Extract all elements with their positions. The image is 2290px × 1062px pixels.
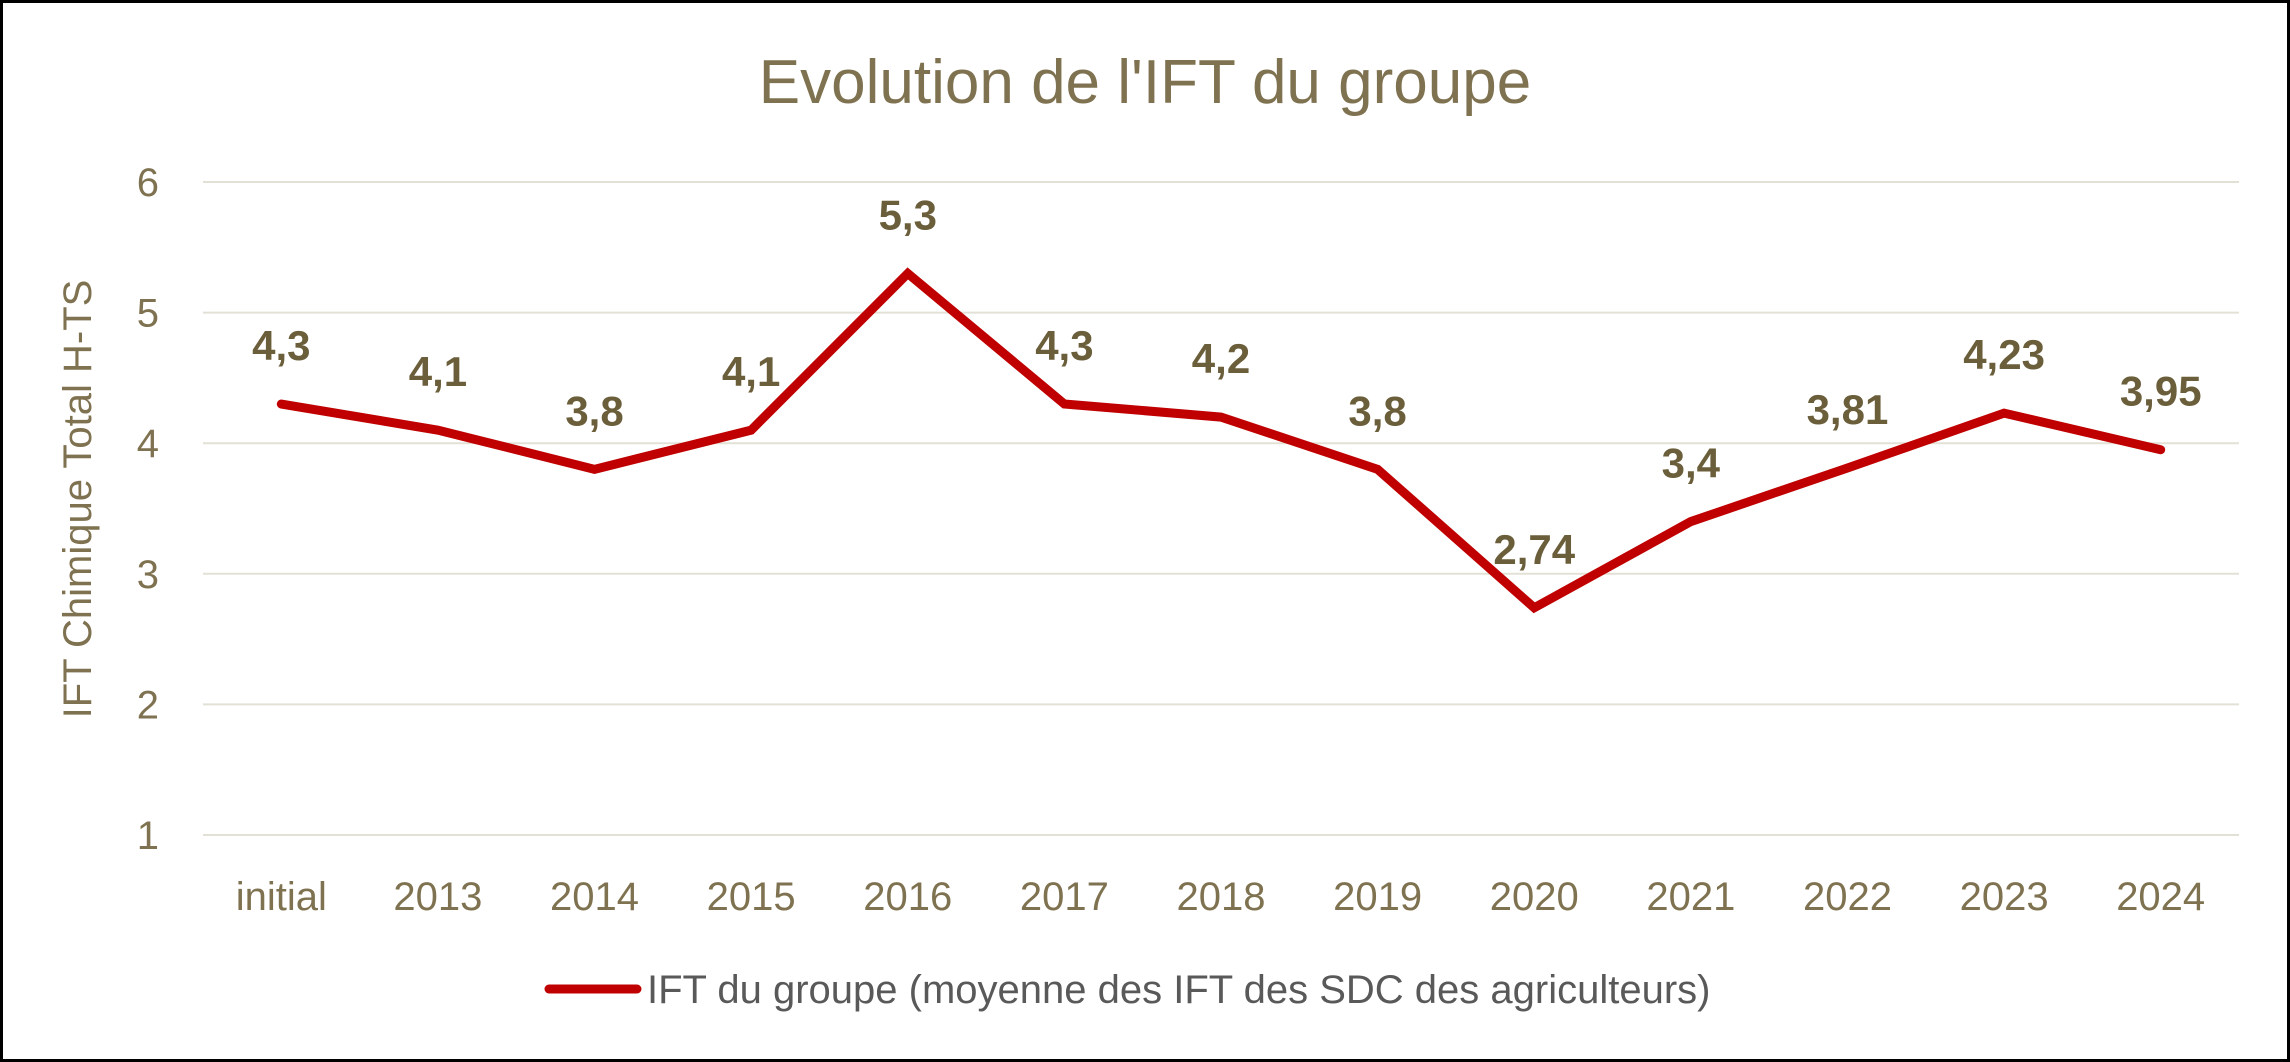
- x-tick-label: 2019: [1333, 875, 1422, 919]
- x-tick-label: 2021: [1646, 875, 1735, 919]
- data-label: 4,3: [1035, 322, 1093, 369]
- x-tick-label: 2022: [1803, 875, 1892, 919]
- legend-label: IFT du groupe (moyenne des IFT des SDC d…: [647, 968, 1710, 1012]
- y-tick-label: 3: [137, 553, 159, 597]
- y-tick-label: 5: [137, 292, 159, 336]
- data-label: 5,3: [879, 191, 937, 238]
- data-label: 3,81: [1807, 386, 1889, 433]
- x-tick-label: 2020: [1490, 875, 1579, 919]
- y-tick-label: 1: [137, 814, 159, 858]
- data-label: 3,8: [565, 387, 623, 434]
- data-label: 3,95: [2120, 368, 2202, 415]
- data-label: 4,3: [252, 322, 310, 369]
- x-axis-ticks: initial 2013 2014 2015 2016 2017 2018 2019 2020 2…: [236, 875, 2205, 919]
- y-axis-label: IFT Chimique Total H-TS: [56, 280, 100, 719]
- series-layer: [276, 267, 2166, 614]
- data-label: 4,1: [722, 348, 780, 395]
- x-tick-label: 2013: [393, 875, 482, 919]
- y-tick-label: 6: [137, 161, 159, 205]
- x-tick-label: initial: [236, 875, 327, 919]
- y-axis-ticks: 1 2 3 4 5 6: [137, 161, 159, 858]
- x-tick-label: 2024: [2116, 875, 2205, 919]
- data-label: 4,23: [1963, 331, 2045, 378]
- data-labels: 4,3 4,1 3,8 4,1 5,3 4,3 4,2 3,8 2,74 3,4 3,81 4,23 3…: [252, 191, 2201, 572]
- series-line: [276, 267, 2166, 614]
- line-chart: Evolution de l'IFT du groupe 1 2 3 4 5 6 init…: [56, 48, 2239, 1012]
- data-label: 2,74: [1493, 526, 1575, 573]
- x-tick-label: 2017: [1020, 875, 1109, 919]
- data-label: 4,1: [409, 348, 467, 395]
- x-tick-label: 2018: [1177, 875, 1266, 919]
- x-tick-label: 2014: [550, 875, 639, 919]
- x-tick-label: 2016: [863, 875, 952, 919]
- data-label: 4,2: [1192, 335, 1250, 382]
- legend: IFT du groupe (moyenne des IFT des SDC d…: [544, 968, 1710, 1012]
- x-tick-label: 2023: [1960, 875, 2049, 919]
- y-tick-label: 4: [137, 422, 159, 466]
- x-tick-label: 2015: [707, 875, 796, 919]
- chart-title: Evolution de l'IFT du groupe: [759, 48, 1531, 117]
- gridlines: [203, 181, 2239, 836]
- data-label: 3,4: [1662, 440, 1721, 487]
- y-tick-label: 2: [137, 683, 159, 727]
- data-label: 3,8: [1348, 387, 1406, 434]
